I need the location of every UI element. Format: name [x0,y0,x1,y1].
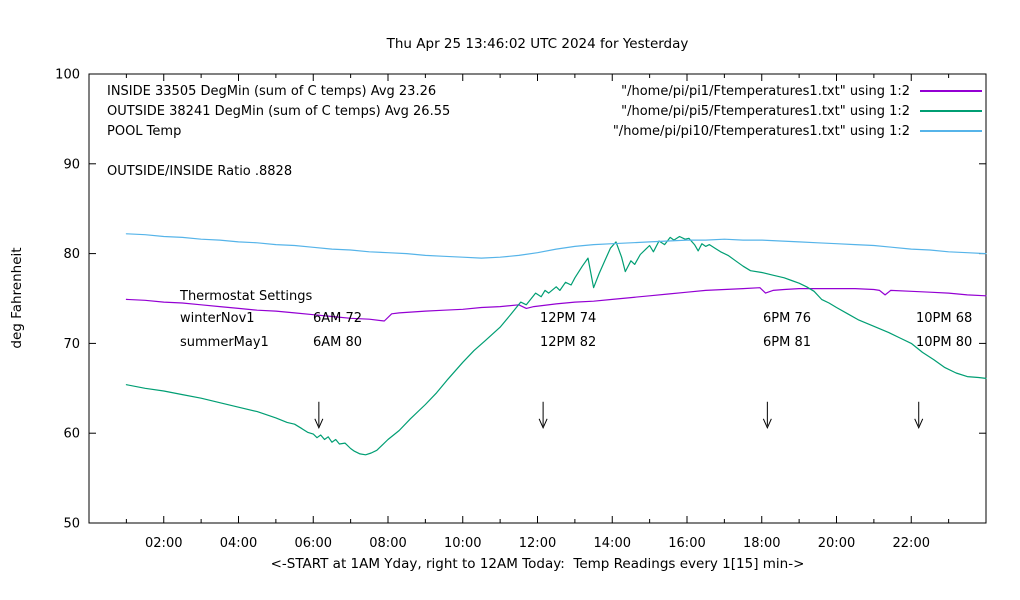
x-tick-label: 12:00 [519,536,556,551]
y-tick-label: 80 [63,247,80,262]
thermostat-winter-10pm: 10PM 68 [916,311,973,326]
x-tick-label: 02:00 [145,536,182,551]
y-tick-label: 70 [63,337,80,352]
legend-outside-line-sample [920,110,982,112]
y-tick-label: 60 [63,427,80,442]
y-tick-label: 100 [55,68,80,83]
x-tick-label: 06:00 [295,536,332,551]
thermostat-summer-10pm: 10PM 80 [916,335,973,350]
thermostat-settings-heading: Thermostat Settings [180,289,313,304]
y-tick-label: 90 [63,157,80,172]
legend-pool-label: POOL Temp [107,123,182,139]
chart-legend: INSIDE 33505 DegMin (sum of C temps) Avg… [107,81,982,141]
thermostat-winter-name: winterNov1 [180,311,255,326]
outside-inside-ratio-note: OUTSIDE/INSIDE Ratio .8828 [107,164,293,179]
x-axis-label: <-START at 1AM Yday, right to 12AM Today… [270,556,805,572]
legend-pool-file: "/home/pi/pi10/Ftemperatures1.txt" using… [612,123,910,139]
x-tick-label: 08:00 [369,536,406,551]
legend-row-inside: INSIDE 33505 DegMin (sum of C temps) Avg… [107,81,982,101]
legend-row-pool: POOL Temp "/home/pi/pi10/Ftemperatures1.… [107,121,982,141]
series-pool-line [125,233,987,259]
chart-title: Thu Apr 25 13:46:02 UTC 2024 for Yesterd… [386,36,689,52]
down-arrow-head [914,418,924,430]
thermostat-winter-6am: 6AM 72 [313,311,363,326]
legend-inside-file: "/home/pi/pi1/Ftemperatures1.txt" using … [621,83,910,99]
y-tick-label: 50 [63,517,80,532]
legend-inside-label: INSIDE 33505 DegMin (sum of C temps) Avg… [107,83,437,99]
down-arrow-head [314,418,324,430]
legend-pool-line-sample [920,130,982,132]
x-tick-label: 18:00 [743,536,780,551]
series-inside-line [125,287,987,322]
x-tick-label: 14:00 [594,536,631,551]
thermostat-summer-12pm: 12PM 82 [540,335,597,350]
x-tick-label: 10:00 [444,536,481,551]
thermostat-winter-6pm: 6PM 76 [763,311,812,326]
down-arrow-head [762,418,772,430]
x-tick-label: 16:00 [668,536,705,551]
thermostat-winter-12pm: 12PM 74 [540,311,597,326]
x-tick-label: 04:00 [220,536,257,551]
down-arrow-head [538,418,548,430]
thermostat-summer-name: summerMay1 [180,335,269,350]
y-axis-label: deg Fahrenheit [9,247,25,349]
x-tick-label: 20:00 [818,536,855,551]
legend-outside-file: "/home/pi/pi5/Ftemperatures1.txt" using … [621,103,910,119]
legend-outside-label: OUTSIDE 38241 DegMin (sum of C temps) Av… [107,103,451,119]
thermostat-summer-6am: 6AM 80 [313,335,363,350]
x-tick-label: 22:00 [893,536,930,551]
series-outside-line [125,235,987,456]
legend-inside-line-sample [920,90,982,92]
legend-row-outside: OUTSIDE 38241 DegMin (sum of C temps) Av… [107,101,982,121]
thermostat-summer-6pm: 6PM 81 [763,335,812,350]
